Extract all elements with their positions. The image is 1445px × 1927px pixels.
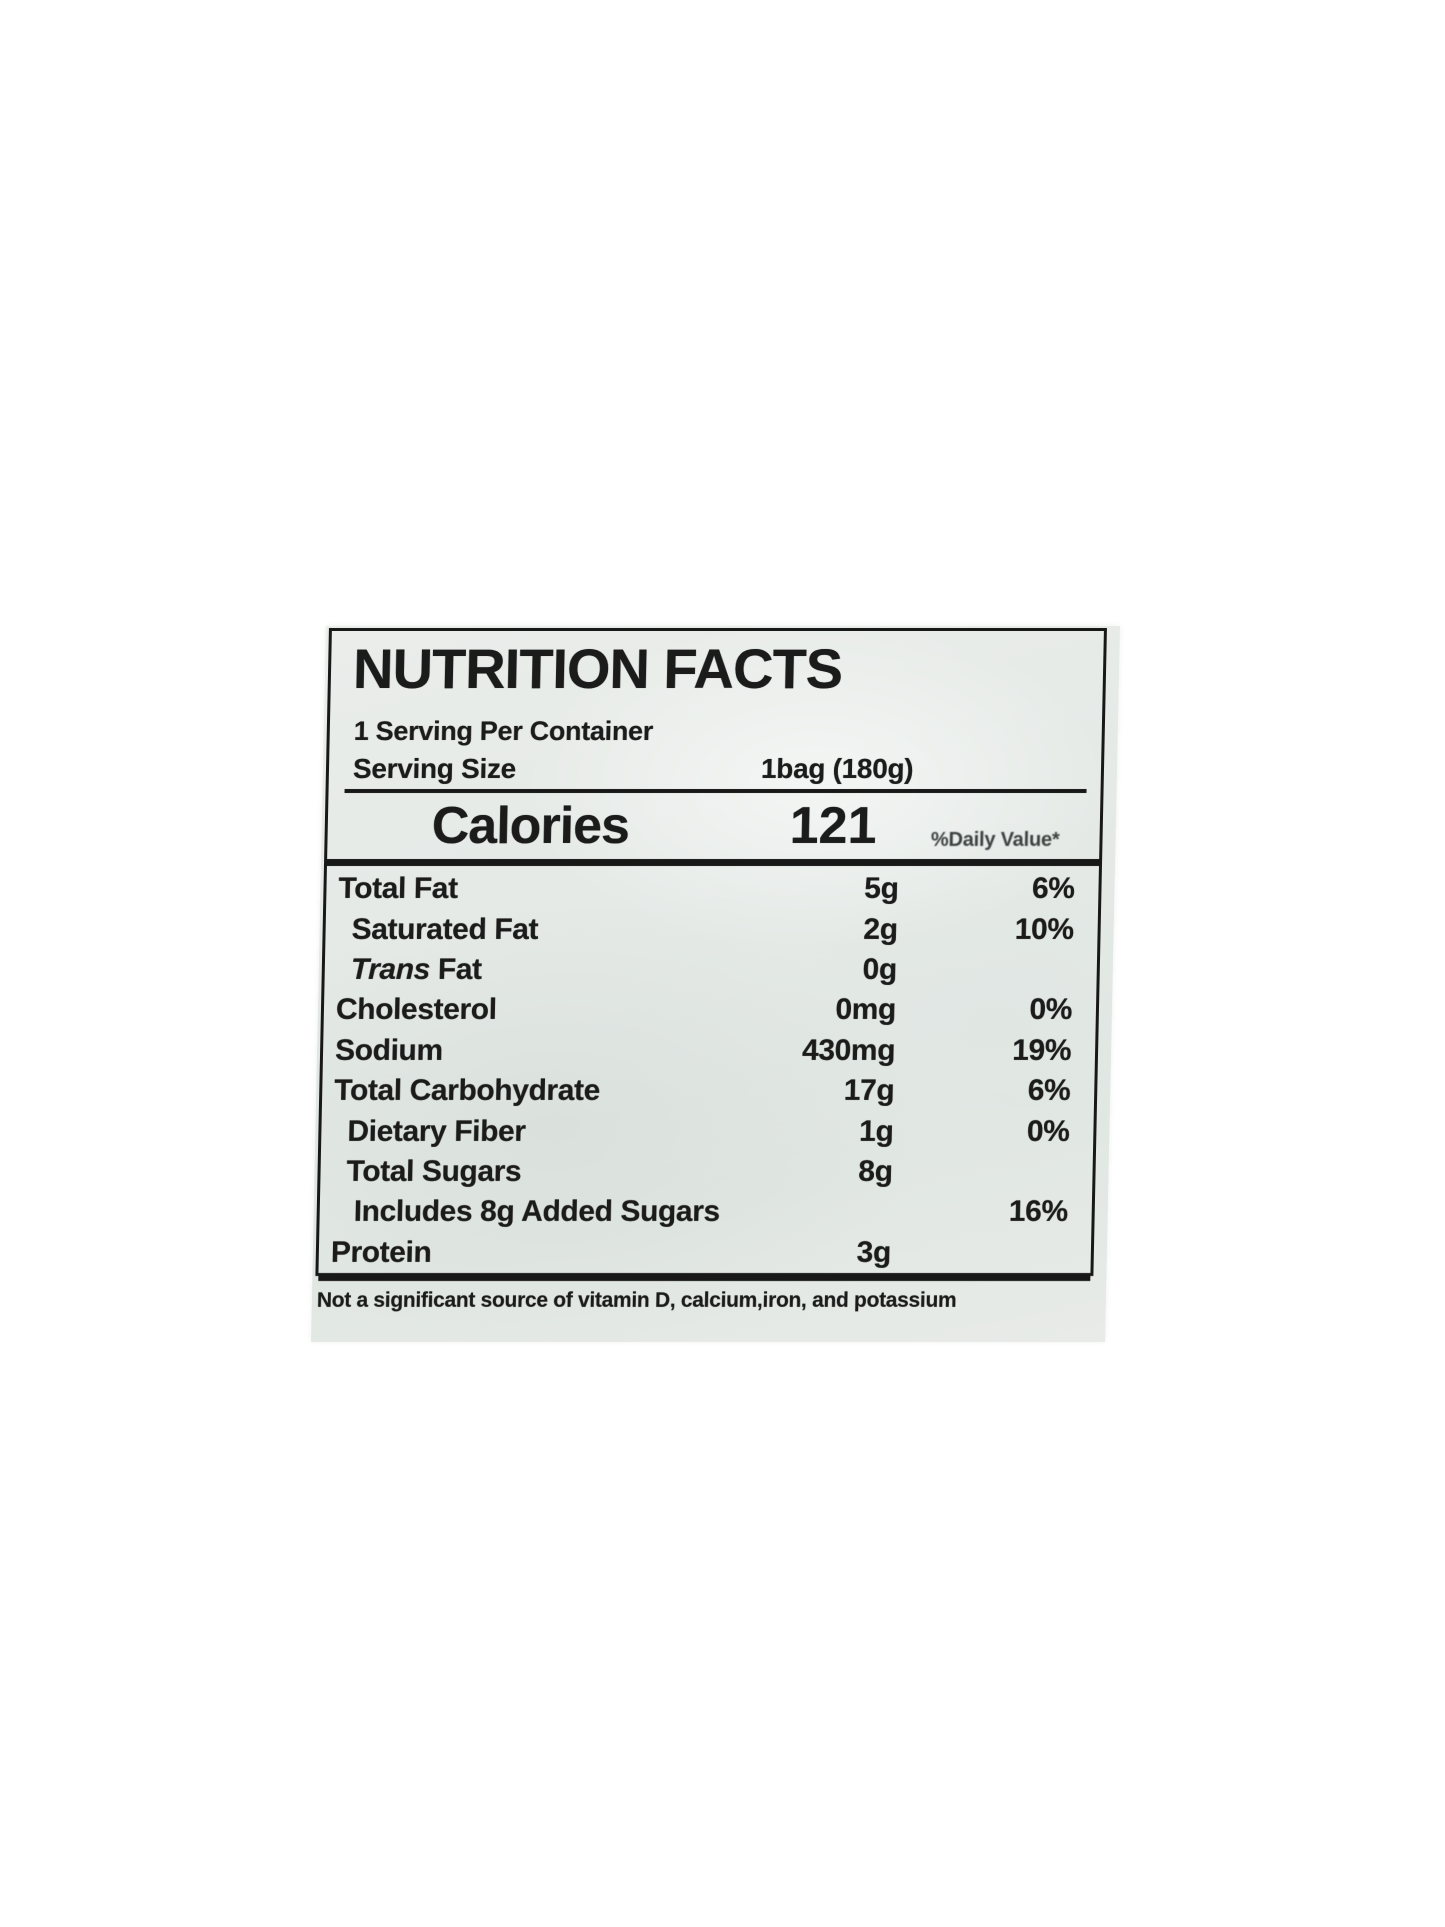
nutrient-name: Total Fat: [338, 872, 459, 906]
serving-size-label: Serving Size: [352, 753, 517, 784]
nutrient-row: Protein 3g: [318, 1233, 1091, 1273]
calories-value: 121: [789, 797, 878, 855]
nutrient-row: Trans Fat 0g: [324, 950, 1097, 990]
nutrient-name-amount: Saturated Fat 2g: [337, 913, 898, 947]
nutrient-row: Saturated Fat 2g 10%: [325, 909, 1098, 949]
nutrient-name: Total Carbohydrate: [333, 1074, 601, 1108]
nutrient-name-italic-prefix: Trans: [350, 952, 431, 986]
nutrient-table: Total Fat 5g 6% Saturated Fat 2g 10% Trans Fat…: [318, 866, 1099, 1273]
nutrient-row: Total Carbohydrate 17g 6%: [322, 1071, 1095, 1111]
serving-size-value: 1bag (180g): [760, 753, 914, 784]
nutrient-name: Sodium: [334, 1033, 444, 1067]
nutrient-name: Includes 8g Added Sugars: [353, 1195, 721, 1229]
nutrient-amount: 1g: [858, 1114, 894, 1148]
nutrition-table-box: NUTRITION FACTS 1 Serving Per Container …: [315, 628, 1107, 1281]
nutrient-daily-value: 6%: [1027, 1074, 1071, 1108]
label-title: NUTRITION FACTS: [352, 637, 843, 700]
nutrient-name: Protein: [330, 1235, 432, 1269]
nutrient-name-amount: Cholesterol 0mg: [336, 993, 897, 1027]
footnote: Not a significant source of vitamin D, c…: [316, 1289, 957, 1312]
nutrient-daily-value: 16%: [1008, 1195, 1069, 1229]
table-bottom-bar: [318, 1272, 1091, 1281]
nutrient-amount: 5g: [863, 872, 899, 906]
nutrient-row: Sodium 430mg 19%: [323, 1031, 1096, 1071]
serving-size-divider: [344, 789, 1087, 793]
nutrient-name: Saturated Fat: [351, 912, 539, 946]
nutrient-daily-value: 10%: [1014, 912, 1074, 946]
nutrient-amount: 0mg: [835, 993, 897, 1027]
nutrient-amount: 3g: [856, 1235, 892, 1269]
nutrient-row: Total Fat 5g 6%: [326, 869, 1099, 909]
nutrient-amount: 8g: [858, 1154, 893, 1188]
nutrient-amount: 2g: [863, 912, 898, 946]
nutrient-daily-value: 6%: [1031, 872, 1075, 906]
nutrient-name-amount: Protein 3g: [331, 1236, 892, 1270]
nutrient-daily-value: 19%: [1011, 1033, 1072, 1067]
nutrient-name-amount: Dietary Fiber 1g: [333, 1115, 894, 1149]
nutrient-name-amount: Total Carbohydrate 17g: [334, 1074, 895, 1108]
calories-row: Calories 121 %Daily Value*: [327, 797, 1100, 855]
nutrient-daily-value: 0%: [1026, 1114, 1070, 1148]
nutrient-daily-value: 0%: [1029, 993, 1073, 1027]
nutrient-name: Trans Fat: [350, 952, 483, 986]
nutrient-name: Total Sugars: [346, 1154, 522, 1188]
nutrient-row: Total Sugars 8g: [320, 1152, 1093, 1192]
nutrient-name-amount: Total Sugars 8g: [332, 1155, 893, 1189]
daily-value-header: %Daily Value*: [930, 829, 1060, 851]
nutrient-row: Cholesterol 0mg 0%: [324, 990, 1097, 1030]
nutrient-row: Dietary Fiber 1g 0%: [321, 1111, 1094, 1151]
nutrient-name-amount: Trans Fat 0g: [336, 953, 897, 987]
nutrient-name: Cholesterol: [335, 993, 497, 1027]
calories-label: Calories: [431, 797, 630, 855]
nutrition-label: NUTRITION FACTS 1 Serving Per Container …: [311, 626, 1120, 1342]
nutrient-amount: 0g: [862, 952, 898, 986]
servings-per-container: 1 Serving Per Container: [353, 716, 654, 746]
nutrient-row: Includes 8g Added Sugars 16%: [319, 1192, 1092, 1232]
calories-divider: [326, 859, 1100, 866]
nutrient-name: Dietary Fiber: [347, 1114, 526, 1148]
serving-size-row: Serving Size 1bag (180g): [353, 753, 1102, 786]
nutrient-name-amount: Includes 8g Added Sugars: [331, 1195, 892, 1229]
nutrient-amount: 17g: [843, 1074, 895, 1108]
nutrient-name-amount: Total Fat 5g: [338, 872, 899, 906]
nutrient-name-amount: Sodium 430mg: [335, 1034, 896, 1068]
nutrient-amount: 430mg: [801, 1033, 896, 1067]
